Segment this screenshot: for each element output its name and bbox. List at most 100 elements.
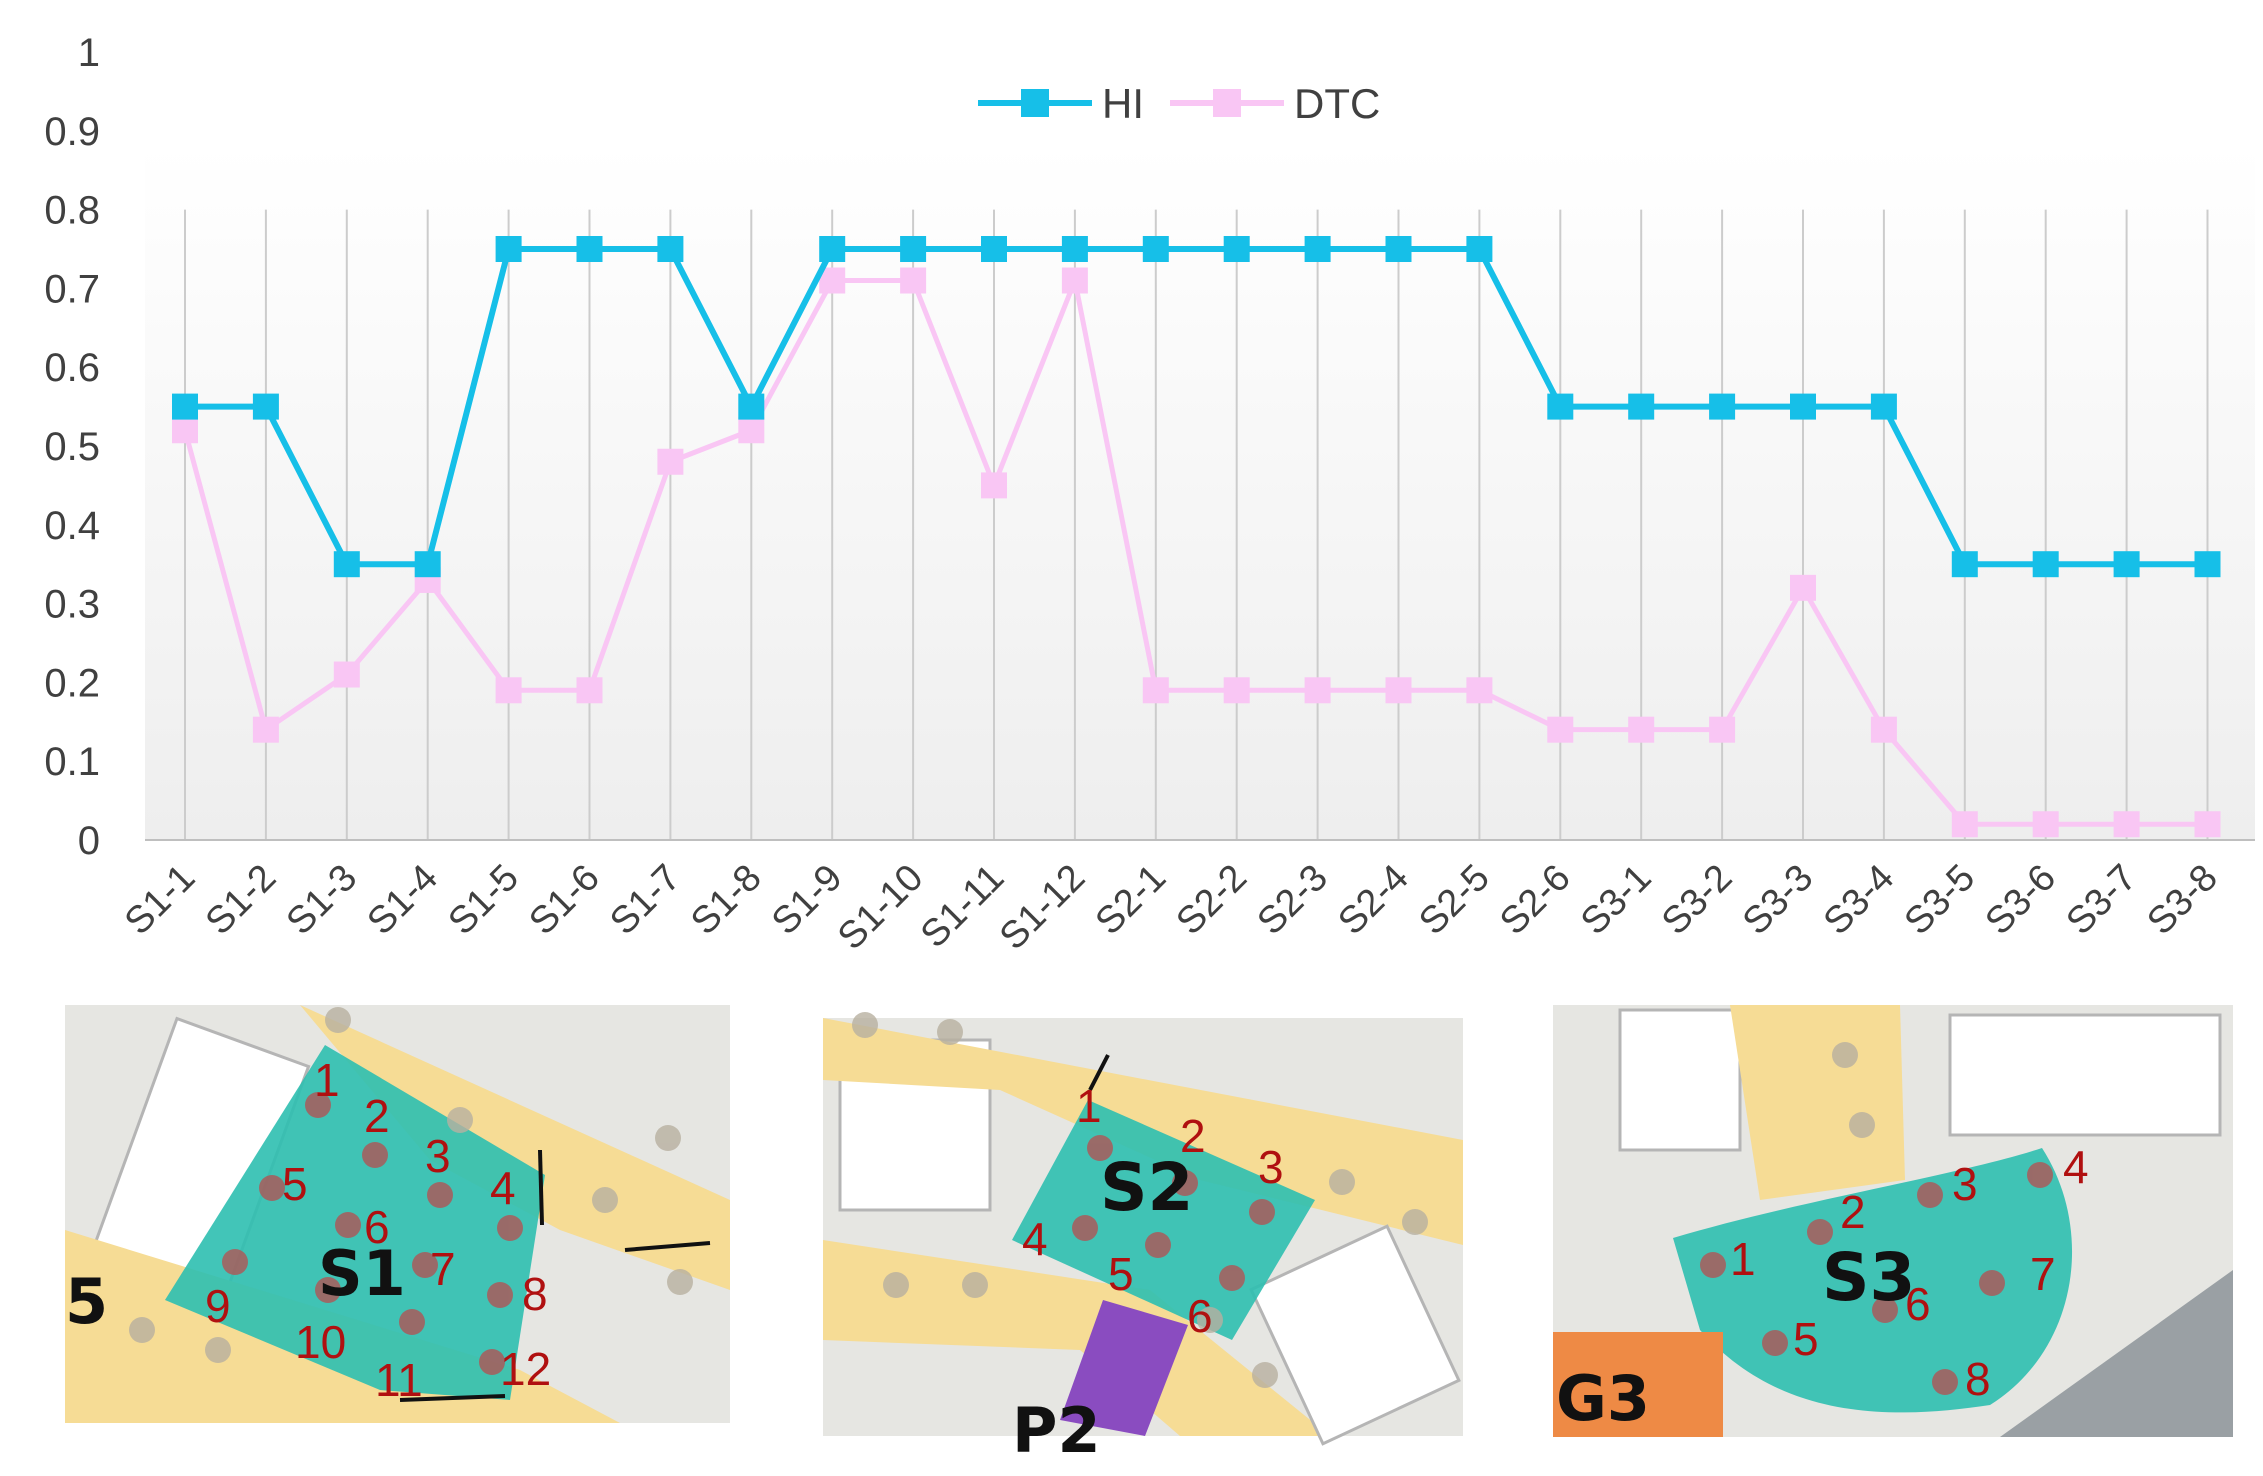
data-point-hi: [657, 236, 684, 262]
map-number: 1: [1076, 1080, 1102, 1132]
data-point-hi: [333, 551, 360, 578]
x-tick-label: S2-3: [1249, 857, 1335, 943]
data-point-dtc: [333, 661, 360, 688]
data-point-hi: [1142, 236, 1169, 262]
map-number: 4: [1022, 1213, 1048, 1265]
x-tick-label: S3-5: [1897, 857, 1983, 943]
map-numbers-s1: 1 2 3 4 5 6 7 8 9 10 11 12: [205, 1054, 551, 1406]
map-number: 4: [2063, 1141, 2089, 1193]
map-numbers-s2: 1 2 3 4 5 6: [1022, 1080, 1284, 1342]
data-point-hi: [900, 236, 927, 262]
x-tick-label: S2-1: [1088, 857, 1174, 943]
data-point-hi: [1628, 393, 1655, 420]
data-point-dtc: [495, 677, 522, 704]
series-line-dtc: [182, 278, 2208, 827]
legend-label-hi: HI: [1102, 80, 1144, 127]
y-tick-label: 0.1: [44, 740, 100, 784]
map-number: 3: [425, 1130, 451, 1182]
data-point-hi: [1223, 236, 1250, 262]
data-point-hi: [1061, 236, 1088, 262]
y-tick-label: 1: [78, 31, 100, 75]
data-point-dtc: [738, 417, 765, 444]
data-point-dtc: [1547, 716, 1574, 743]
map-number: 1: [314, 1054, 340, 1106]
map-number: 10: [295, 1316, 346, 1368]
map-number: 2: [1180, 1110, 1206, 1162]
series-group: [172, 236, 2221, 838]
data-point-dtc: [252, 716, 279, 743]
x-tick-label: S1-2: [198, 857, 284, 943]
y-tick-label: 0.4: [44, 504, 100, 548]
y-axis-ticks: 0 0.1 0.2 0.3 0.4 0.5 0.6 0.7 0.8 0.9 1: [44, 31, 100, 863]
y-tick-label: 0.2: [44, 661, 100, 705]
data-point-hi: [2194, 551, 2221, 578]
map-number: 6: [1187, 1290, 1213, 1342]
map-number: 7: [2030, 1248, 2056, 1300]
map-panel-s1: S1 5 1 2 3 4 5 6 7 8 9 10 11 12: [65, 1005, 730, 1423]
data-point-dtc: [1709, 716, 1736, 743]
legend: HI DTC: [978, 80, 1380, 127]
map-number: 7: [430, 1243, 456, 1295]
map-site-label-s3: S3: [1822, 1239, 1915, 1316]
x-tick-label: S3-1: [1573, 857, 1659, 943]
x-tick-label: S3-4: [1816, 857, 1902, 943]
map-site-label-s2: S2: [1100, 1149, 1193, 1226]
x-tick-label: S1-6: [521, 857, 607, 943]
x-tick-label: S2-2: [1169, 857, 1255, 943]
map-numbers-s3: 1 2 3 4 5 6 7 8: [1730, 1141, 2089, 1405]
x-tick-label: S3-7: [2058, 857, 2144, 943]
data-point-dtc: [1951, 811, 1978, 838]
data-point-hi: [1385, 236, 1412, 262]
x-tick-label: S2-5: [1411, 857, 1497, 943]
data-point-dtc: [1304, 677, 1331, 704]
map-side-label-s2: P2: [1012, 1394, 1101, 1467]
x-tick-label: S1-10: [830, 857, 931, 958]
y-tick-label: 0.7: [44, 267, 100, 311]
map-number: 2: [1840, 1186, 1866, 1238]
map-number: 2: [364, 1090, 390, 1142]
map-number: 5: [1108, 1248, 1134, 1300]
y-tick-label: 0.9: [44, 110, 100, 154]
x-tick-label: S1-11: [913, 857, 1012, 956]
x-tick-label: S1-4: [360, 857, 446, 943]
series-dtc: [172, 267, 2221, 838]
data-point-hi: [252, 393, 279, 420]
data-point-dtc: [657, 448, 684, 475]
map-number: 8: [522, 1268, 548, 1320]
data-point-hi: [576, 236, 603, 262]
x-tick-label: S3-8: [2139, 857, 2225, 943]
map-number: 3: [1952, 1158, 1978, 1210]
x-tick-label: S1-8: [683, 857, 769, 943]
data-point-dtc: [1223, 677, 1250, 704]
x-tick-label: S1-1: [117, 857, 203, 943]
data-point-hi: [2032, 551, 2059, 578]
y-tick-label: 0.5: [44, 425, 100, 469]
data-point-hi: [172, 393, 198, 420]
x-tick-label: S3-6: [1978, 857, 2064, 943]
data-point-dtc: [1790, 574, 1816, 601]
data-point-dtc: [900, 267, 927, 294]
map-number: 6: [364, 1201, 390, 1253]
map-number: 9: [205, 1280, 231, 1332]
y-tick-label: 0: [78, 819, 100, 863]
data-point-hi: [1547, 393, 1574, 420]
data-point-hi: [981, 236, 1007, 262]
data-point-dtc: [2113, 811, 2140, 838]
data-point-dtc: [2032, 811, 2059, 838]
x-tick-label: S2-4: [1330, 857, 1416, 943]
legend-label-dtc: DTC: [1294, 80, 1380, 127]
map-number: 1: [1730, 1233, 1756, 1285]
data-point-hi: [819, 236, 846, 262]
map-panel-s2: S2 P2 1 2 3 4 5 6: [823, 1012, 1463, 1467]
map-panel-s3: S3 G3 1 2 3 4 5 6 7 8: [1553, 1005, 2233, 1437]
map-number: 5: [282, 1158, 308, 1210]
x-tick-label: S1-3: [279, 857, 365, 943]
data-point-dtc: [1870, 716, 1897, 743]
map-number: 6: [1905, 1278, 1931, 1330]
x-tick-label: S3-2: [1654, 857, 1740, 943]
data-point-hi: [1870, 393, 1897, 420]
legend-item-hi: HI: [978, 80, 1144, 127]
map-site-label-s1: S1: [318, 1237, 406, 1310]
data-point-dtc: [1142, 677, 1169, 704]
y-tick-label: 0.8: [44, 189, 100, 233]
